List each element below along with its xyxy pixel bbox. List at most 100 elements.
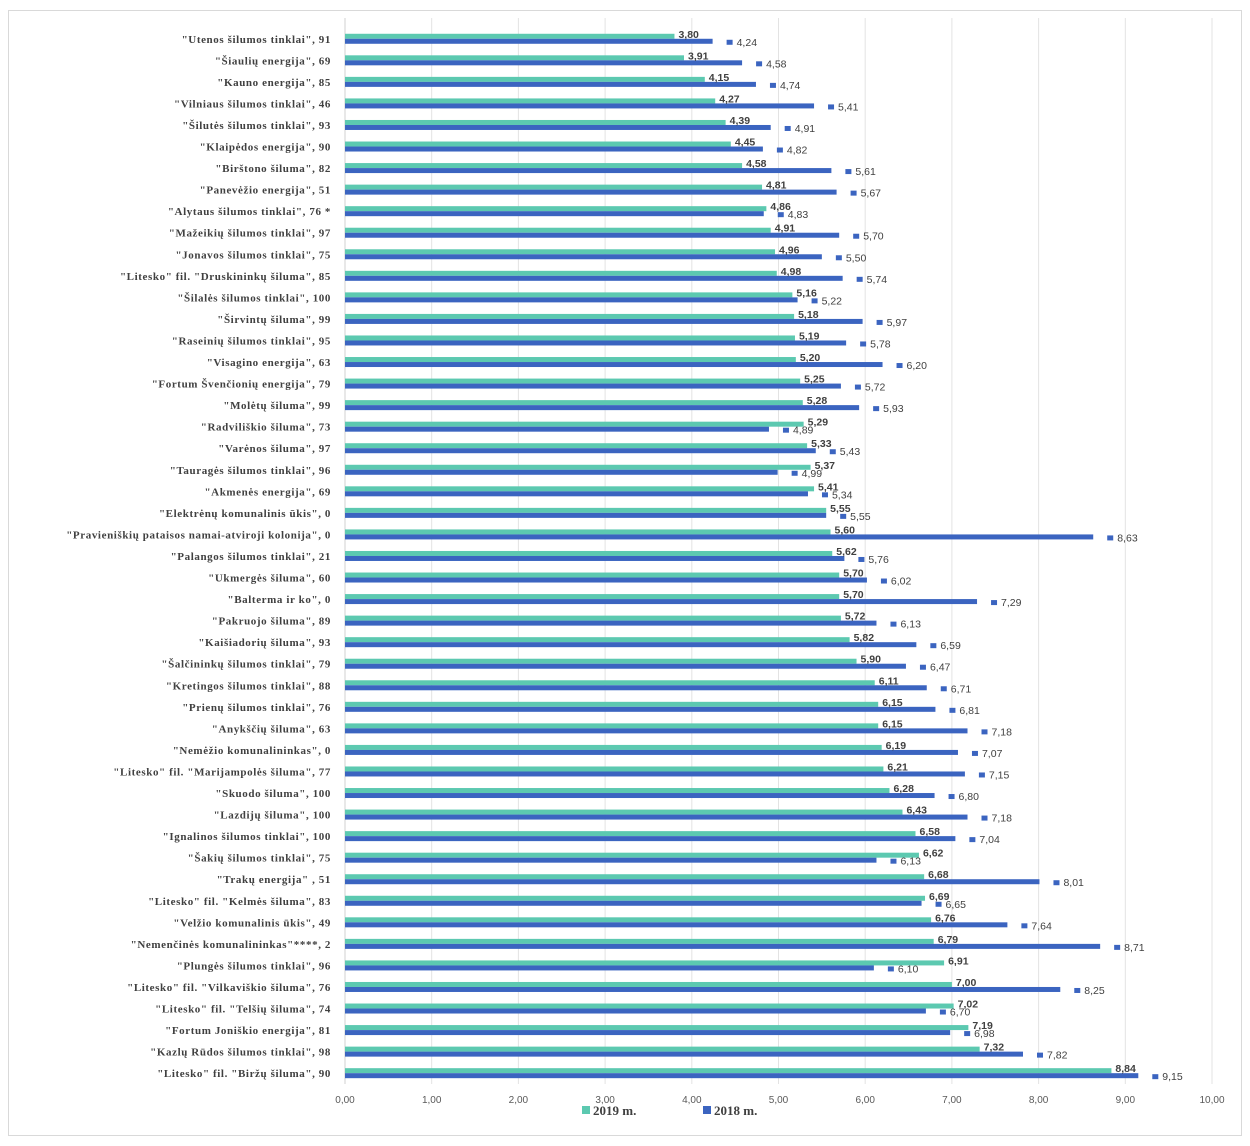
bar-2019 — [345, 637, 850, 643]
value-label-2018: 4,24 — [737, 37, 758, 49]
category-label: "Pravieniškių pataisos namai-atviroji ko… — [66, 529, 331, 541]
x-tick-label: 8,00 — [1029, 1095, 1049, 1106]
bar-2018 — [345, 426, 769, 432]
value-marker-2018 — [890, 858, 897, 864]
bar-2019 — [345, 76, 705, 82]
category-label: "Lazdijų šiluma", 100 — [214, 810, 331, 822]
category-label: "Molėtų šiluma", 99 — [223, 400, 331, 412]
value-marker-2018 — [1107, 535, 1114, 541]
x-tick-label: 6,00 — [855, 1095, 875, 1106]
x-tick-label: 1,00 — [422, 1095, 442, 1106]
value-label-2018: 7,15 — [989, 769, 1010, 781]
category-label: "Prienų šilumos tinklai", 76 — [182, 702, 331, 714]
value-label-2019: 5,16 — [796, 287, 817, 299]
value-label-2019: 7,32 — [984, 1042, 1005, 1054]
bar-2019 — [345, 938, 934, 944]
category-label: "Širvintų šiluma", 99 — [217, 313, 331, 326]
value-label-2018: 4,82 — [787, 145, 808, 157]
value-label-2018: 4,74 — [780, 80, 801, 92]
bar-2018 — [345, 814, 968, 820]
bar-2018 — [345, 448, 816, 454]
value-label-2019: 6,79 — [938, 934, 959, 946]
value-labels: 3,80 4,24 3,91 4,58 4,15 4,74 4,27 5,41 4,39 4,91… — [678, 29, 1182, 1083]
gridlines — [344, 18, 1213, 1084]
x-axis-ticks: 0,00 1,00 2,00 3,00 4,00 5,00 6,00 7,00 8,00 9,00… — [335, 1095, 1225, 1106]
value-label-2018: 7,18 — [992, 813, 1013, 825]
category-label: "Litesko" fil. "Biržų šiluma", 90 — [157, 1068, 331, 1080]
value-marker-2018 — [791, 470, 798, 476]
x-tick-label: 9,00 — [1116, 1095, 1136, 1106]
value-marker-2018 — [829, 449, 836, 455]
category-label: "Litesko" fil. "Kelmės šiluma", 83 — [148, 896, 331, 908]
category-label: "Panevėžio energija", 51 — [200, 185, 331, 197]
category-label: "Nemėžio komunalininkas", 0 — [173, 745, 331, 757]
category-label: "Birštono šiluma", 82 — [215, 163, 331, 175]
category-label: "Kaišiadorių šiluma", 93 — [198, 637, 331, 649]
value-marker-2018 — [835, 255, 842, 261]
value-label-2019: 6,58 — [919, 826, 940, 838]
bar-2019 — [345, 852, 919, 858]
value-label-2018: 6,02 — [891, 576, 912, 588]
value-label-2018: 4,83 — [788, 209, 809, 221]
category-label: "Skuodo šiluma", 100 — [215, 788, 331, 800]
bar-2019 — [345, 744, 882, 750]
bar-2019 — [345, 292, 793, 298]
value-label-2019: 4,96 — [779, 244, 800, 256]
bar-2019 — [345, 895, 926, 901]
legend[interactable]: 2019 m. 2018 m. — [582, 1103, 757, 1118]
value-label-2019: 5,70 — [843, 568, 864, 580]
category-label: "Šiaulių energija", 69 — [215, 54, 331, 67]
value-marker-2018 — [782, 427, 789, 433]
value-label-2019: 7,19 — [972, 1020, 993, 1032]
value-label-2018: 6,20 — [907, 360, 928, 372]
category-label: "Klaipėdos energija", 90 — [200, 142, 331, 154]
value-marker-2018 — [756, 61, 763, 67]
bar-2019 — [345, 917, 932, 923]
value-marker-2018 — [854, 384, 861, 390]
value-label-2019: 5,55 — [830, 503, 851, 515]
bar-2019 — [345, 981, 952, 987]
category-label: "Fortum Joniškio energija", 81 — [165, 1025, 331, 1037]
legend-label-2018: 2018 m. — [714, 1103, 757, 1118]
category-label: "Kazlų Rūdos šilumos tinklai", 98 — [150, 1047, 331, 1059]
bar-2019 — [345, 400, 803, 406]
value-marker-2018 — [776, 147, 783, 153]
category-label: "Šakių šilumos tinklai", 75 — [188, 852, 331, 865]
value-label-2019: 6,43 — [906, 805, 927, 817]
category-label: "Šilalės šilumos tinklai", 100 — [177, 291, 331, 304]
bar-2018 — [345, 124, 771, 130]
value-label-2018: 6,10 — [898, 963, 919, 975]
x-tick-label: 3,00 — [595, 1095, 615, 1106]
value-marker-2018 — [845, 169, 852, 175]
legend-swatch-2018 — [703, 1106, 711, 1114]
value-marker-2018 — [896, 363, 903, 369]
value-label-2019: 4,45 — [735, 137, 756, 149]
bar-2019 — [345, 701, 879, 707]
category-label: "Šalčininkų šilumos tinklai", 79 — [161, 658, 331, 671]
value-label-2018: 7,18 — [992, 726, 1013, 738]
value-label-2019: 4,27 — [719, 93, 740, 105]
value-label-2018: 6,98 — [974, 1028, 995, 1040]
bar-2019 — [345, 206, 767, 212]
value-marker-2018 — [964, 1031, 971, 1037]
category-label: "Šilutės šilumos tinklai", 93 — [182, 119, 331, 132]
bar-2018 — [345, 362, 883, 368]
bar-2019 — [345, 1003, 954, 1009]
bar-2019 — [345, 141, 731, 147]
value-marker-2018 — [949, 707, 956, 713]
value-label-2019: 5,72 — [845, 611, 866, 623]
bar-2018 — [345, 189, 837, 195]
bar-2019 — [345, 680, 875, 686]
category-label: "Litesko" fil. "Telšių šiluma", 74 — [155, 1004, 331, 1016]
value-label-2018: 6,47 — [930, 662, 951, 674]
bar-2018 — [345, 986, 1061, 992]
value-label-2019: 6,11 — [879, 675, 899, 687]
bar-2019 — [345, 1046, 980, 1052]
value-label-2019: 5,37 — [815, 460, 836, 472]
bar-2019 — [345, 313, 795, 319]
value-label-2018: 5,78 — [870, 338, 891, 350]
value-marker-2018 — [991, 600, 998, 606]
bar-2018 — [345, 879, 1040, 885]
value-marker-2018 — [1053, 880, 1060, 886]
